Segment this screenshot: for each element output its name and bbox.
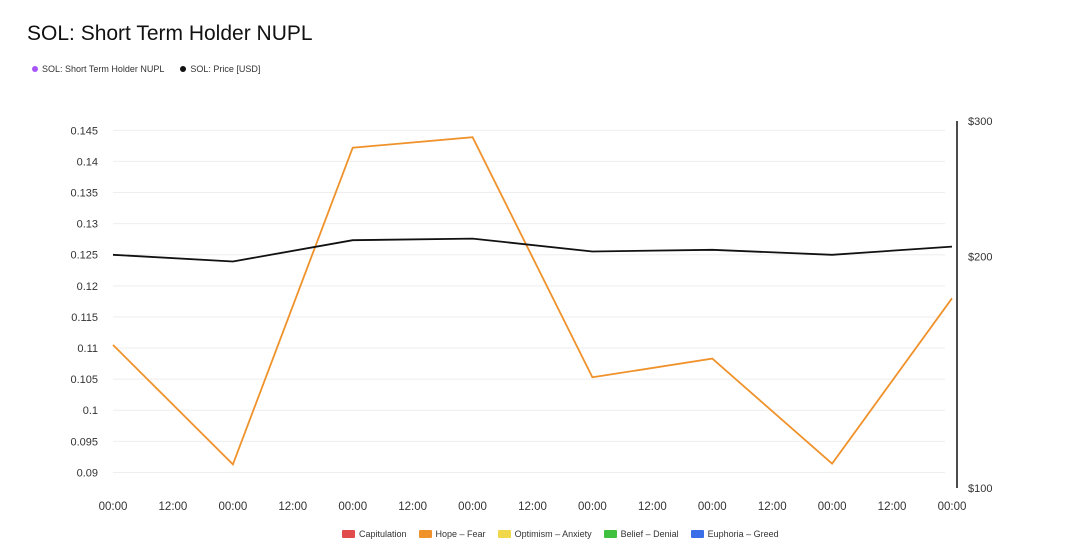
x-tick-label: 12:00 [159, 501, 188, 513]
x-tick-label: 12:00 [398, 501, 427, 513]
x-tick-label: 12:00 [638, 501, 667, 513]
legend-dot-nupl [32, 66, 38, 72]
left-tick-label: 0.12 [77, 281, 98, 293]
zone-item-belief-denial[interactable]: Belief – Denial [603, 529, 679, 539]
left-tick-label: 0.135 [70, 188, 98, 200]
legend-dot-price [180, 66, 187, 72]
left-tick-label: 0.115 [71, 312, 98, 324]
left-tick-label: 0.14 [77, 156, 98, 168]
right-tick-label: $200 [968, 251, 992, 263]
x-tick-label: 12:00 [758, 501, 787, 513]
left-tick-label: 0.095 [70, 436, 98, 448]
legend-item-nupl[interactable]: SOL: Short Term Holder NUPL [32, 64, 164, 74]
zone-label-belief-denial: Belief – Denial [620, 529, 679, 539]
zone-item-hope-fear[interactable]: Hope – Fear [418, 529, 486, 539]
left-tick-label: 0.105 [70, 374, 98, 386]
x-tick-label: 12:00 [518, 501, 547, 513]
zone-legend: Capitulation Hope – Fear Optimism – Anxi… [342, 529, 779, 539]
x-tick-label: 12:00 [278, 501, 307, 513]
left-tick-label: 0.145 [70, 125, 98, 137]
right-tick-label: $300 [968, 116, 992, 128]
left-tick-label: 0.13 [77, 219, 98, 231]
left-tick-label: 0.11 [77, 343, 98, 355]
zone-label-optimism-anxiety: Optimism – Anxiety [514, 529, 592, 539]
chart-title: SOL: Short Term Holder NUPL [27, 22, 313, 45]
zone-swatch-belief-denial [603, 530, 617, 538]
zone-item-capitulation[interactable]: Capitulation [342, 529, 407, 539]
zone-label-capitulation: Capitulation [359, 529, 407, 539]
x-tick-label: 00:00 [99, 501, 128, 513]
zone-label-euphoria-greed: Euphoria – Greed [707, 529, 779, 539]
nupl-series-line [112, 136, 953, 467]
left-tick-label: 0.09 [77, 467, 98, 479]
zone-swatch-capitulation [342, 530, 355, 538]
zone-swatch-euphoria-greed [690, 530, 704, 538]
right-tick-label: $100 [968, 483, 992, 495]
zone-swatch-optimism-anxiety [497, 530, 511, 538]
legend-item-price[interactable]: SOL: Price [USD] [180, 64, 260, 74]
x-tick-label: 00:00 [218, 501, 247, 513]
series-legend: SOL: Short Term Holder NUPL SOL: Price [… [32, 64, 260, 74]
zone-swatch-hope-fear [418, 530, 432, 538]
zone-label-hope-fear: Hope – Fear [435, 529, 486, 539]
left-tick-label: 0.1 [83, 405, 98, 417]
x-tick-label: 12:00 [878, 501, 907, 513]
x-tick-label: 00:00 [458, 501, 487, 513]
x-tick-label: 00:00 [698, 501, 727, 513]
legend-label-price: SOL: Price [USD] [190, 64, 261, 74]
zone-item-optimism-anxiety[interactable]: Optimism – Anxiety [497, 529, 592, 539]
legend-label-nupl: SOL: Short Term Holder NUPL [42, 64, 165, 74]
x-tick-label: 00:00 [338, 501, 367, 513]
price-series-line [112, 237, 953, 263]
left-tick-label: 0.125 [70, 250, 98, 262]
x-tick-label: 00:00 [578, 501, 607, 513]
x-tick-label: 00:00 [938, 501, 967, 513]
x-tick-label: 00:00 [818, 501, 847, 513]
zone-item-euphoria-greed[interactable]: Euphoria – Greed [690, 529, 779, 539]
